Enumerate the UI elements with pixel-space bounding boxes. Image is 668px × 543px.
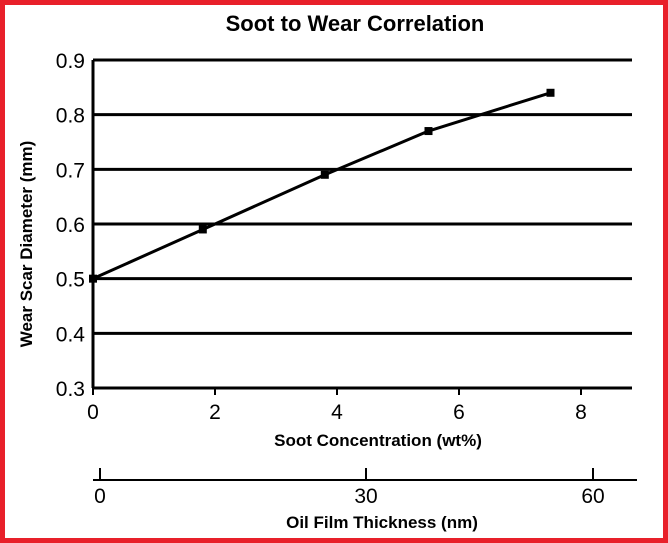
data-point-0-2 — [320, 170, 329, 179]
data-point-0-1 — [198, 225, 207, 234]
y-tick-label-0.5: 0.5 — [56, 269, 85, 292]
secondary-x-axis-label: Oil Film Thickness (nm) — [286, 513, 478, 532]
x-tick-label-8: 8 — [575, 401, 587, 424]
y-axis-label: Wear Scar Diameter (mm) — [17, 141, 36, 348]
chart-title: Soot to Wear Correlation — [226, 11, 485, 36]
y-tick-label-0.8: 0.8 — [56, 105, 85, 128]
y-tick-label-0.3: 0.3 — [56, 378, 85, 401]
x-tick-label-0: 0 — [87, 401, 99, 424]
y-tick-label-0.7: 0.7 — [56, 159, 85, 182]
x-tick-label-2: 2 — [209, 401, 221, 424]
data-point-0-4 — [546, 88, 555, 97]
data-point-0-0 — [89, 274, 97, 283]
y-tick-label-0.9: 0.9 — [56, 50, 85, 73]
y-tick-label-0.6: 0.6 — [56, 214, 85, 237]
secondary-x-tick-label-30: 30 — [354, 485, 377, 508]
plot-area: 0.3 0.4 0.5 0.6 0.7 0.8 0.9 0 2 4 6 8 0 30 60 — [56, 50, 637, 508]
x-tick-label-6: 6 — [453, 401, 465, 424]
data-point-0-3 — [424, 127, 433, 136]
secondary-x-tick-label-0: 0 — [94, 485, 106, 508]
secondary-x-tick-label-60: 60 — [581, 485, 604, 508]
y-tick-label-0.4: 0.4 — [56, 323, 86, 346]
x-tick-label-4: 4 — [331, 401, 343, 424]
series-line-0 — [92, 91, 551, 281]
x-axis-label: Soot Concentration (wt%) — [274, 431, 482, 450]
